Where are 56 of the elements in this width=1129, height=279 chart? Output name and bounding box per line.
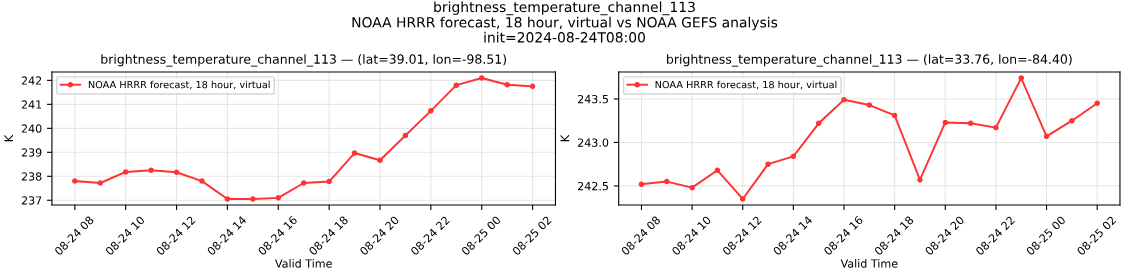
x-axis-title: Valid Time — [840, 259, 898, 268]
point — [326, 178, 332, 185]
y-axis-title: K — [4, 134, 13, 142]
point — [993, 124, 999, 131]
y-tick-label: 238 — [21, 172, 42, 181]
point — [377, 157, 383, 164]
x-axis-title: Valid Time — [275, 259, 332, 268]
point — [891, 112, 898, 119]
point — [841, 97, 847, 103]
point — [739, 196, 746, 202]
point — [638, 181, 645, 187]
point — [478, 75, 485, 81]
point — [428, 108, 434, 114]
point — [866, 102, 873, 108]
point — [199, 178, 205, 184]
point — [453, 82, 460, 88]
y-tick-label: 237 — [21, 196, 42, 205]
y-tick-label: 241 — [21, 100, 42, 109]
point — [351, 150, 358, 156]
point — [275, 195, 282, 201]
point — [148, 167, 154, 174]
y-tick-label: 240 — [21, 124, 42, 133]
point — [224, 196, 231, 202]
text: brightness_temperature_channel_113 NOAA HRRR forecast, 18 hour, virtual vs NOAA GEFS analysis init=2024-08-24T08:00 — [352, 1, 778, 43]
point — [173, 169, 180, 175]
point — [967, 120, 974, 127]
point — [790, 153, 797, 160]
point — [765, 161, 771, 167]
point — [122, 169, 129, 175]
point — [1069, 117, 1075, 124]
point — [942, 119, 949, 126]
point — [689, 184, 695, 191]
point — [72, 178, 78, 184]
point — [1018, 75, 1025, 81]
point — [250, 196, 256, 202]
point — [97, 180, 104, 186]
point — [504, 81, 510, 88]
point — [529, 83, 536, 90]
point — [402, 132, 409, 139]
legend-label: NOAA HRRR forecast, 18 hour, virtual — [88, 80, 270, 90]
chart-title: brightness_temperature_channel_113 — (lat=33.76, lon=-84.40) — [667, 54, 1072, 67]
point — [664, 178, 670, 185]
legend-label: NOAA HRRR forecast, 18 hour, virtual — [655, 80, 837, 90]
point — [815, 120, 822, 127]
y-tick-label: 243.0 — [577, 138, 609, 147]
y-tick-label: 243.5 — [577, 94, 608, 104]
y-axis-title: K — [560, 134, 570, 142]
y-tick-label: 239 — [21, 148, 42, 157]
point — [1043, 133, 1050, 140]
point — [300, 180, 307, 186]
point — [1094, 100, 1100, 107]
point — [714, 167, 721, 174]
y-tick-label: 242.5 — [577, 181, 608, 191]
chart-title: brightness_temperature_channel_113 — (lat=39.01, lon=-98.51) — [101, 54, 507, 67]
point — [917, 177, 923, 183]
y-tick-label: 242 — [21, 76, 42, 85]
